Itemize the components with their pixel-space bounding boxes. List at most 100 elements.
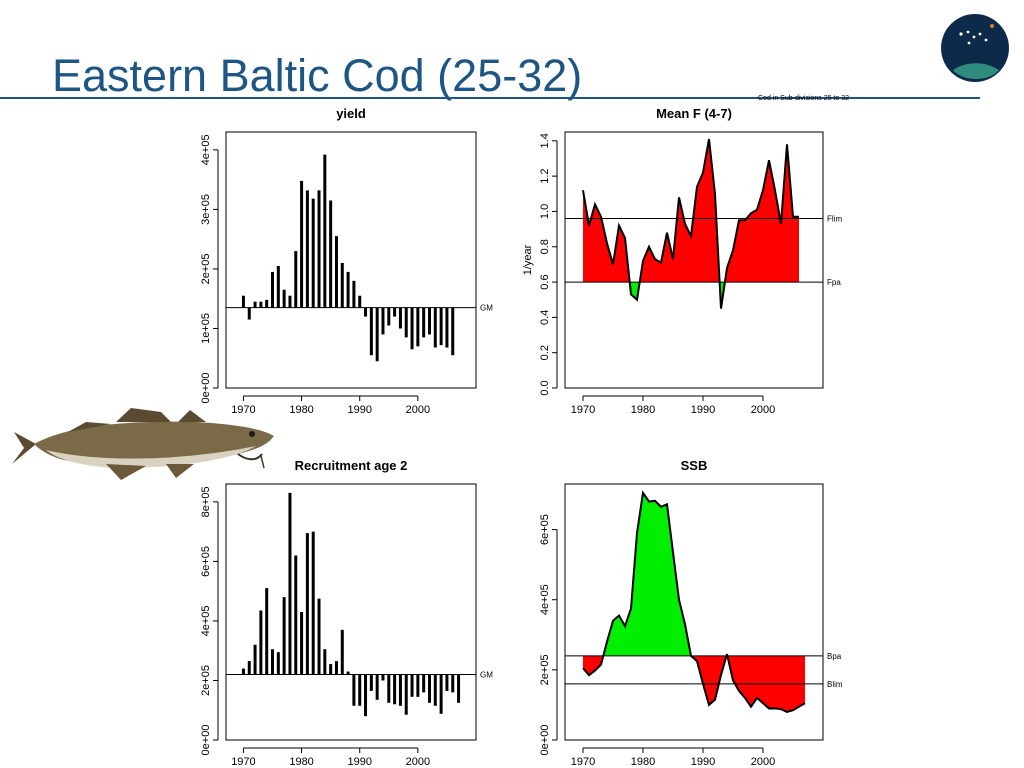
ssb-ref-label: Bpa: [827, 652, 842, 661]
ssb-fill: [583, 655, 589, 676]
meanf-fill: [727, 250, 733, 283]
yield-y-tick-label: 1e+05: [200, 313, 212, 344]
ssb-fill: [751, 655, 757, 707]
meanf-fill: [607, 243, 613, 283]
meanf-fill: [685, 223, 691, 283]
ssb-y-tick-label: 4e+05: [539, 584, 551, 615]
ssb-fill: [613, 615, 619, 656]
meanf-fill: [739, 220, 745, 283]
ssb-fill: [775, 655, 781, 710]
meanf-title: Mean F (4-7): [656, 106, 732, 121]
meanf-y-label: 1/year: [522, 244, 534, 275]
recruitment-gm-label: GM: [480, 671, 493, 680]
ssb-x-tick-label: 1980: [631, 756, 655, 768]
title-divider: [0, 97, 980, 99]
ssb-fill: [643, 492, 649, 656]
yield-title: yield: [336, 106, 366, 121]
meanf-fill: [709, 139, 715, 283]
meanf-fill: [763, 160, 769, 283]
meanf-fill: [697, 172, 703, 283]
ssb-fill: [757, 655, 763, 704]
meanf-ref-label: Fpa: [827, 278, 841, 287]
recruitment-chart: Recruitment age 2 GM 1970 1980 1990 2000 0e+00…: [200, 458, 493, 768]
ssb-fill: [793, 655, 799, 711]
yield-y-tick-label: 4e+05: [200, 134, 212, 165]
recruitment-y-tick-label: 8e+05: [200, 486, 212, 517]
meanf-x-tick-label: 1990: [691, 404, 715, 416]
meanf-fill: [619, 225, 625, 283]
meanf-y-tick-label: 1.0: [539, 204, 551, 219]
ssb-fill: [637, 492, 643, 656]
ssb-fill: [619, 615, 625, 656]
meanf-fill: [745, 213, 751, 283]
ssb-fill: [679, 599, 685, 656]
meanf-fill: [601, 216, 607, 283]
meanf-fill: [667, 232, 673, 283]
yield-chart: yield GM 1970 1980 1990 2000 0e+00 1e+05 2e+05 3e…: [200, 106, 493, 416]
recruitment-x-tick-label: 1970: [231, 756, 255, 768]
recruitment-x-tick-label: 1980: [289, 756, 313, 768]
meanf-line: [582, 138, 799, 309]
meanf-y-tick-label: 0.6: [539, 274, 551, 289]
meanf-x-tick-label: 1980: [631, 404, 655, 416]
meanf-ref-label: Flim: [827, 215, 842, 224]
meanf-fill: [787, 144, 793, 283]
meanf-fill: [691, 186, 697, 283]
ssb-fill: [745, 655, 751, 707]
meanf-y-tick-label: 0.2: [539, 345, 551, 360]
ssb-x-tick-label: 2000: [751, 756, 775, 768]
meanf-frame: [564, 131, 824, 389]
meanf-fill: [793, 216, 799, 283]
recruitment-frame: [225, 483, 477, 741]
yield-y-tick-label: 2e+05: [200, 253, 212, 284]
yield-x-tick-label: 1980: [289, 404, 313, 416]
yield-x-tick-label: 1990: [347, 404, 371, 416]
meanf-y-tick-label: 0.0: [539, 380, 551, 395]
ssb-chart: SSB Bpa Blim 1970 1980 1990 2000 0e+00 2e+05 4e+0…: [539, 458, 843, 768]
page-title: Eastern Baltic Cod (25-32): [52, 50, 583, 101]
meanf-fill: [595, 204, 601, 283]
ssb-fill: [595, 655, 601, 671]
yield-y-tick-label: 0e+00: [200, 373, 212, 404]
ssb-fill: [799, 655, 805, 707]
ssb-x-tick-label: 1990: [691, 756, 715, 768]
recruitment-title: Recruitment age 2: [295, 458, 408, 473]
meanf-fill: [781, 144, 787, 283]
ssb-frame: [564, 483, 824, 741]
ssb-y-tick-label: 2e+05: [539, 654, 551, 685]
ssb-title: SSB: [681, 458, 708, 473]
ssb-fill: [673, 552, 679, 656]
meanf-fill: [643, 246, 649, 283]
ssb-fill: [709, 655, 715, 705]
recruitment-y-tick-label: 2e+05: [200, 665, 212, 696]
meanf-y-tick-label: 0.4: [539, 310, 551, 325]
yield-y-tick-label: 3e+05: [200, 194, 212, 225]
yield-x-tick-label: 2000: [406, 404, 430, 416]
ssb-fill: [649, 500, 655, 656]
ssb-fill: [715, 655, 721, 700]
ssb-line: [582, 490, 806, 714]
ssb-y-tick-label: 0e+00: [539, 725, 551, 756]
meanf-fill: [649, 246, 655, 283]
ssb-fill: [769, 655, 775, 709]
meanf-fill: [733, 220, 739, 283]
ssb-ref-label: Blim: [827, 680, 843, 689]
meanf-x-tick-label: 1970: [571, 404, 595, 416]
meanf-fill: [655, 259, 661, 283]
recruitment-y-tick-label: 4e+05: [200, 605, 212, 636]
ssb-fill: [739, 655, 745, 698]
meanf-fill: [769, 160, 775, 283]
ices-logo-icon: [941, 14, 1009, 82]
ssb-fill: [625, 608, 631, 656]
ssb-fill: [703, 655, 709, 705]
meanf-fill: [775, 190, 781, 283]
recruitment-y-tick-label: 0e+00: [200, 725, 212, 756]
yield-frame: [225, 131, 477, 389]
ssb-x-tick-label: 1970: [571, 756, 595, 768]
ssb-fill: [589, 655, 595, 676]
meanf-y-tick-label: 1.2: [539, 168, 551, 183]
meanf-y-tick-label: 0.8: [539, 239, 551, 254]
ssb-fill: [655, 500, 661, 656]
meanf-y-tick-label: 1.4: [539, 133, 551, 148]
